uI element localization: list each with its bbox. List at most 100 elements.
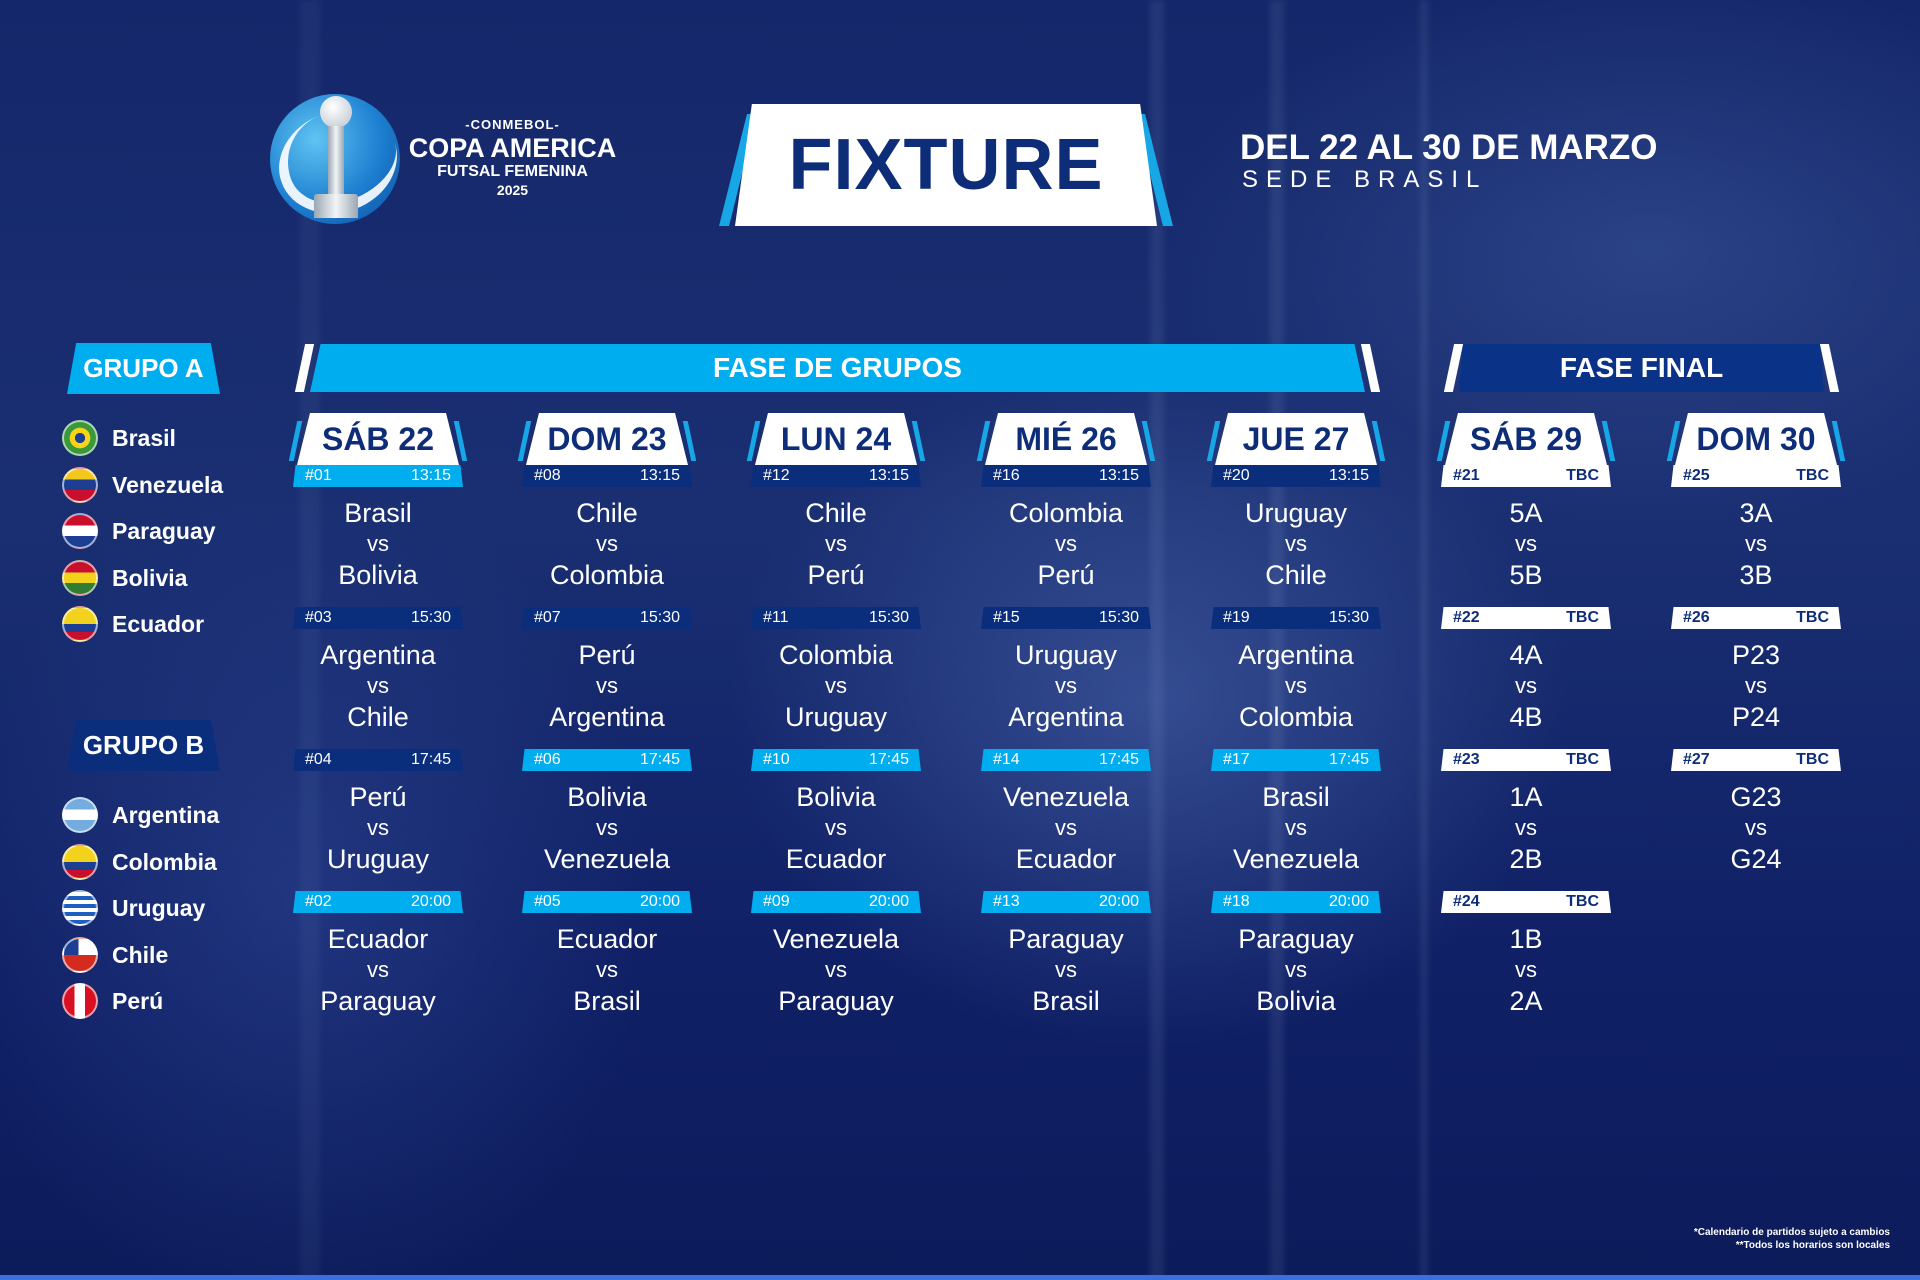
match-time: 17:45 <box>868 751 909 768</box>
group-stage-label: FASE DE GRUPOS <box>713 352 962 383</box>
match-info-bar: #21 TBC <box>1441 465 1611 487</box>
match: #13 20:00 Paraguay vs Brasil <box>981 891 1151 1033</box>
home-team: Chile <box>805 498 867 528</box>
match-info-bar: #11 15:30 <box>751 607 921 629</box>
day-label: DOM 30 <box>1696 420 1816 457</box>
match-info-bar: #01 13:15 <box>293 465 463 487</box>
vs-label: vs <box>1055 815 1077 840</box>
match-info-bar: #23 TBC <box>1441 749 1611 771</box>
tournament-brand: -CONMEBOL- COPA AMERICA FUTSAL FEMENINA … <box>405 118 620 197</box>
away-team: Ecuador <box>1015 844 1117 874</box>
day-header: MIÉ 26 <box>976 413 1156 465</box>
match-info-bar: #20 13:15 <box>1211 465 1381 487</box>
match-info-bar: #15 15:30 <box>981 607 1151 629</box>
away-team: Colombia <box>1238 702 1354 732</box>
match-info-bar: #25 TBC <box>1671 465 1841 487</box>
match: #08 13:15 Chile vs Colombia <box>522 465 692 607</box>
match-number: #14 <box>993 751 1020 768</box>
match: #20 13:15 Uruguay vs Chile <box>1211 465 1381 607</box>
home-team: Ecuador <box>327 924 429 954</box>
match: #18 20:00 Paraguay vs Bolivia <box>1211 891 1381 1033</box>
day-header: SÁB 29 <box>1436 413 1616 465</box>
day-label: LUN 24 <box>780 420 892 457</box>
date-range: DEL 22 AL 30 DE MARZO <box>1240 128 1658 167</box>
page-title: FIXTURE <box>788 125 1104 205</box>
home-team: Argentina <box>320 640 436 670</box>
day-column: SÁB 22 #01 13:15 Brasil vs Bolivia #03 15:… <box>288 413 468 1033</box>
vs-label: vs <box>596 815 618 840</box>
away-team: Ecuador <box>785 844 887 874</box>
away-team: Perú <box>807 560 865 590</box>
peru-flag-icon <box>62 983 98 1019</box>
home-team: Paraguay <box>1238 924 1354 954</box>
colombia-flag-icon <box>62 844 98 880</box>
match-number: #05 <box>534 893 561 910</box>
vs-label: vs <box>1745 815 1767 840</box>
away-team: 2A <box>1509 986 1543 1016</box>
team-name: Ecuador <box>112 610 205 637</box>
match-time: 13:15 <box>1328 467 1369 484</box>
home-team: Uruguay <box>1244 498 1348 528</box>
match-info-bar: #22 TBC <box>1441 607 1611 629</box>
match-time: 17:45 <box>1328 751 1369 768</box>
vs-label: vs <box>1285 957 1307 982</box>
home-team: Perú <box>578 640 636 670</box>
match-info-bar: #02 20:00 <box>293 891 463 913</box>
match-time: TBC <box>1566 893 1599 910</box>
vs-label: vs <box>1055 531 1077 556</box>
match-info-bar: #19 15:30 <box>1211 607 1381 629</box>
home-team: 5A <box>1509 498 1543 528</box>
match: #27 TBC G23 vs G24 <box>1671 749 1841 891</box>
match-time: TBC <box>1796 751 1829 768</box>
match-info-bar: #08 13:15 <box>522 465 692 487</box>
match: #06 17:45 Bolivia vs Venezuela <box>522 749 692 891</box>
vs-label: vs <box>1515 531 1537 556</box>
match-number: #11 <box>763 609 789 626</box>
bottom-strip <box>0 1275 1920 1280</box>
match-number: #01 <box>305 467 332 484</box>
vs-label: vs <box>1285 531 1307 556</box>
final-stage-label: FASE FINAL <box>1559 352 1724 383</box>
away-team: Argentina <box>549 702 665 732</box>
match-time: 13:15 <box>410 467 451 484</box>
group-tag: GRUPO A <box>67 343 220 394</box>
away-team: G24 <box>1730 844 1782 874</box>
chile-flag-icon <box>62 937 98 973</box>
away-team: Chile <box>1265 560 1327 590</box>
match-time: 13:15 <box>868 467 909 484</box>
vs-label: vs <box>1285 815 1307 840</box>
day-column: MIÉ 26 #16 13:15 Colombia vs Perú #15 15:3… <box>976 413 1156 1033</box>
match-number: #19 <box>1223 609 1250 626</box>
match: #05 20:00 Ecuador vs Brasil <box>522 891 692 1033</box>
match-info-bar: #16 13:15 <box>981 465 1151 487</box>
uruguay-flag-icon <box>62 890 98 926</box>
match-time: 17:45 <box>1098 751 1139 768</box>
brand-year: 2025 <box>496 182 529 198</box>
match-number: #26 <box>1683 609 1710 626</box>
home-team: 4A <box>1509 640 1543 670</box>
match: #07 15:30 Perú vs Argentina <box>522 607 692 749</box>
match-time: TBC <box>1566 609 1599 626</box>
fixture-title-box: FIXTURE <box>719 104 1173 226</box>
vs-label: vs <box>1055 673 1077 698</box>
day-header: DOM 30 <box>1666 413 1846 465</box>
team-name: Chile <box>112 941 169 968</box>
match-info-bar: #10 17:45 <box>751 749 921 771</box>
brand-name: COPA AMERICA <box>408 133 617 163</box>
match-info-bar: #26 TBC <box>1671 607 1841 629</box>
match-number: #08 <box>534 467 561 484</box>
match-number: #04 <box>305 751 332 768</box>
match-number: #13 <box>993 893 1020 910</box>
away-team: 4B <box>1509 702 1543 732</box>
match: #17 17:45 Brasil vs Venezuela <box>1211 749 1381 891</box>
home-team: Paraguay <box>1008 924 1124 954</box>
vs-label: vs <box>825 531 847 556</box>
match-number: #06 <box>534 751 561 768</box>
home-team: 3A <box>1739 498 1773 528</box>
match-number: #22 <box>1453 609 1480 626</box>
day-column: DOM 30 #25 TBC 3A vs 3B #26 TBC P23 vs P24… <box>1666 413 1846 891</box>
vs-label: vs <box>1515 673 1537 698</box>
away-team: 5B <box>1509 560 1543 590</box>
day-column: JUE 27 #20 13:15 Uruguay vs Chile #19 15:3… <box>1206 413 1386 1033</box>
match-time: 13:15 <box>1098 467 1139 484</box>
